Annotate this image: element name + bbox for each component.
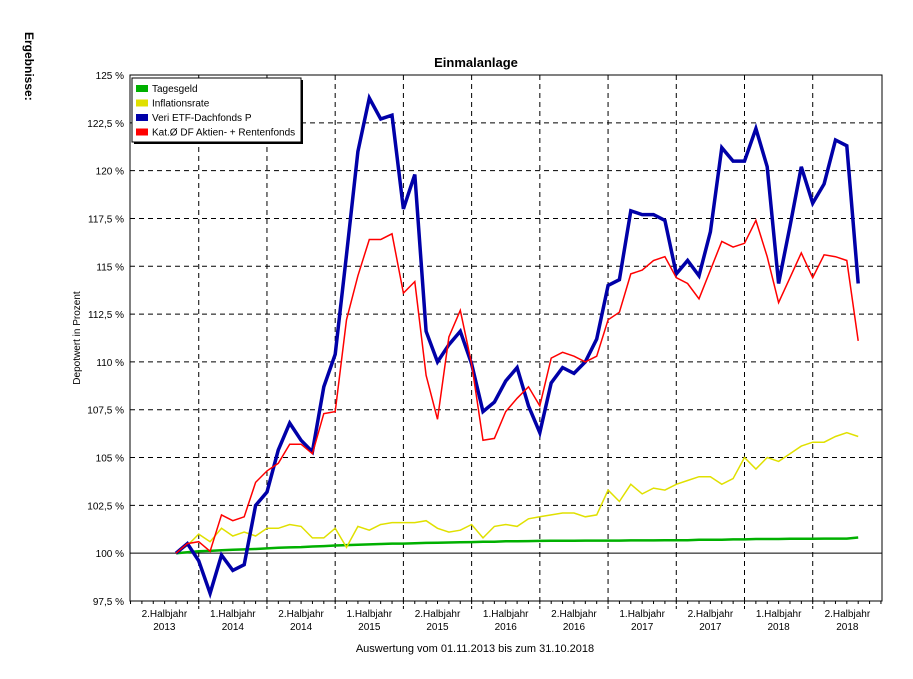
x-tick-label: 1.Halbjahr — [483, 609, 529, 620]
chart-title: Einmalanlage — [434, 55, 518, 70]
x-tick-label: 2.Halbjahr — [688, 609, 734, 620]
legend-label: Veri ETF-Dachfonds P — [152, 113, 252, 124]
legend-swatch — [136, 114, 148, 121]
legend: Tagesgeld Inflationsrate Veri ETF-Dachfond… — [131, 77, 303, 144]
series-line-veri-etf-dachfonds-p — [174, 92, 860, 599]
x-tick-label: 2017 — [631, 622, 654, 633]
x-tick-label: 2017 — [699, 622, 722, 633]
x-axis-label: Auswertung vom 01.11.2013 bis zum 31.10.… — [356, 643, 594, 655]
y-tick-label: 125 % — [96, 71, 124, 82]
x-ticks: 2.Halbjahr 2013 1.Halbjahr 2014 2.Halbjahr 20… — [130, 601, 882, 633]
x-tick-label: 2.Halbjahr — [825, 609, 871, 620]
y-tick-label: 117,5 % — [88, 214, 124, 225]
legend-label: Tagesgeld — [152, 84, 198, 95]
x-tick-label: 2016 — [563, 622, 586, 633]
series-group — [174, 92, 860, 599]
side-label: Ergebnisse: — [22, 32, 36, 101]
x-tick-label: 2014 — [222, 622, 245, 633]
y-tick-label: 115 % — [96, 262, 124, 273]
y-tick-label: 110 % — [96, 358, 124, 369]
legend-swatch — [136, 128, 148, 136]
x-tick-label: 2015 — [358, 622, 381, 633]
x-tick-label: 2014 — [290, 622, 313, 633]
y-tick-label: 100 % — [96, 549, 124, 560]
x-tick-label: 2015 — [426, 622, 449, 633]
x-tick-label: 2013 — [153, 622, 176, 633]
series-line-kat-df-aktien-rentenfonds — [175, 218, 859, 554]
y-tick-label: 112,5 % — [88, 310, 124, 321]
y-tick-label: 107,5 % — [87, 406, 124, 417]
y-tick-label: 122,5 % — [87, 119, 124, 130]
x-tick-label: 1.Halbjahr — [619, 609, 665, 620]
x-tick-label: 1.Halbjahr — [346, 609, 392, 620]
x-tick-label: 2.Halbjahr — [142, 609, 188, 620]
grid — [130, 75, 882, 609]
x-tick-label: 2.Halbjahr — [551, 609, 597, 620]
series-line-inflationsrate — [175, 431, 859, 554]
legend-label: Inflationsrate — [152, 99, 210, 110]
x-tick-label: 2018 — [836, 622, 859, 633]
y-axis-label: Depotwert in Prozent — [72, 291, 83, 385]
legend-box — [131, 77, 302, 143]
legend-swatch — [136, 85, 148, 92]
x-tick-label: 2.Halbjahr — [278, 609, 324, 620]
x-tick-label: 2.Halbjahr — [415, 609, 461, 620]
series-line-tagesgeld — [175, 536, 859, 555]
y-ticks: 97,5 % 100 % 102,5 % 105 % 107,5 % 110 % 112,5… — [87, 71, 124, 608]
y-tick-label: 102,5 % — [87, 501, 124, 512]
legend-swatch — [136, 99, 148, 107]
x-tick-label: 1.Halbjahr — [210, 609, 256, 620]
legend-label: Kat.Ø DF Aktien- + Rentenfonds — [152, 128, 295, 139]
y-tick-label: 120 % — [96, 167, 124, 178]
x-tick-label: 2016 — [495, 622, 518, 633]
x-tick-label: 2018 — [767, 622, 790, 633]
plot-frame — [129, 74, 883, 602]
x-tick-label: 1.Halbjahr — [756, 609, 802, 620]
y-tick-label: 97,5 % — [93, 597, 124, 608]
y-tick-label: 105 % — [96, 454, 124, 465]
